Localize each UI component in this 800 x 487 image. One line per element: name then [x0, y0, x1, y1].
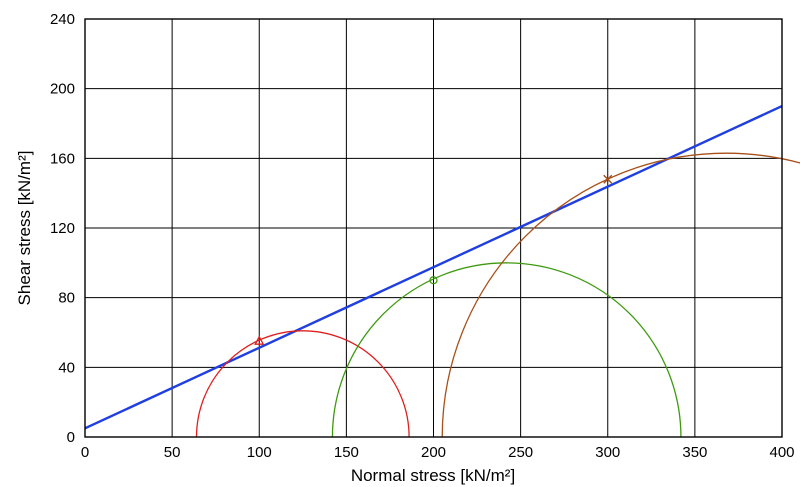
plot-frame — [84, 18, 783, 438]
y-tick-label: 200 — [50, 81, 75, 98]
y-axis-title: Shear stress [kN/m²] — [15, 151, 34, 306]
x-tick-label: 250 — [508, 444, 533, 461]
x-tick-label: 350 — [682, 444, 707, 461]
x-tick-label: 0 — [81, 444, 89, 461]
mohr-circle — [441, 152, 800, 438]
y-tick-label: 120 — [50, 220, 75, 237]
mohr-circle — [195, 330, 410, 438]
y-tick-label: 240 — [50, 11, 75, 28]
x-axis-title: Normal stress [kN/m²] — [351, 466, 515, 485]
triangle-marker — [254, 335, 265, 345]
x-tick-label: 200 — [421, 444, 446, 461]
series-group — [85, 104, 800, 438]
circle-marker — [429, 276, 438, 285]
x-tick-label: 50 — [164, 444, 181, 461]
x-tick-label: 400 — [769, 444, 794, 461]
y-tick-label: 80 — [58, 290, 75, 307]
y-tick-label: 160 — [50, 150, 75, 167]
x-tick-label: 100 — [247, 444, 272, 461]
grid — [84, 18, 783, 438]
tick-labels: 0 50 100 150 200 250 300 350 400 0 40 80 120 160 200 24… — [50, 11, 795, 461]
x-tick-label: 300 — [595, 444, 620, 461]
x-tick-label: 150 — [334, 444, 359, 461]
y-tick-label: 40 — [58, 359, 75, 376]
cross-marker — [603, 174, 613, 184]
mohr-circle — [331, 262, 682, 438]
y-tick-label: 0 — [67, 429, 75, 446]
